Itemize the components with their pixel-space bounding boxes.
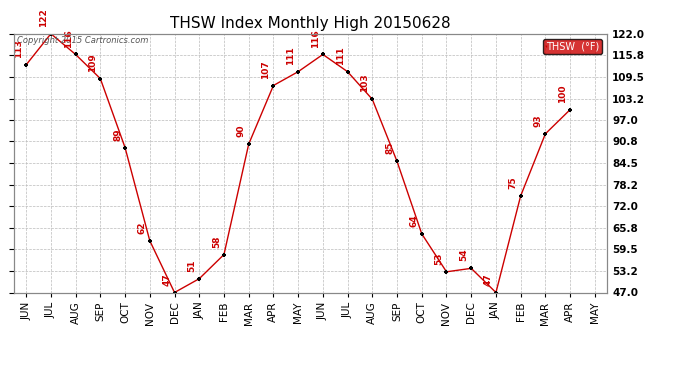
Text: 109: 109: [88, 53, 97, 72]
Point: [268, 82, 279, 88]
Point: [416, 231, 427, 237]
Point: [169, 290, 180, 296]
Text: 113: 113: [14, 39, 23, 58]
Text: 58: 58: [212, 235, 221, 248]
Text: 116: 116: [63, 29, 72, 48]
Text: 103: 103: [360, 74, 369, 92]
Point: [317, 51, 328, 57]
Point: [95, 76, 106, 82]
Text: 90: 90: [237, 125, 246, 137]
Text: 54: 54: [460, 249, 469, 261]
Text: 85: 85: [385, 142, 394, 154]
Point: [515, 193, 526, 199]
Point: [21, 62, 32, 68]
Text: 107: 107: [262, 60, 270, 79]
Text: 111: 111: [286, 46, 295, 65]
Text: 122: 122: [39, 8, 48, 27]
Text: 75: 75: [509, 176, 518, 189]
Text: 64: 64: [410, 214, 419, 227]
Point: [219, 252, 230, 258]
Point: [194, 276, 205, 282]
Point: [144, 238, 155, 244]
Point: [466, 266, 477, 272]
Legend: THSW  (°F): THSW (°F): [543, 39, 602, 54]
Text: 93: 93: [533, 114, 542, 127]
Point: [540, 131, 551, 137]
Point: [293, 69, 304, 75]
Point: [564, 106, 575, 112]
Text: 100: 100: [558, 84, 567, 103]
Text: Copyright 2015 Cartronics.com: Copyright 2015 Cartronics.com: [17, 36, 148, 45]
Point: [46, 31, 57, 37]
Point: [70, 51, 81, 57]
Point: [342, 69, 353, 75]
Text: 62: 62: [138, 221, 147, 234]
Text: 47: 47: [163, 273, 172, 286]
Text: 51: 51: [187, 259, 197, 272]
Text: 89: 89: [113, 128, 122, 141]
Point: [441, 269, 452, 275]
Text: 47: 47: [484, 273, 493, 286]
Point: [491, 290, 502, 296]
Title: THSW Index Monthly High 20150628: THSW Index Monthly High 20150628: [170, 16, 451, 31]
Point: [119, 145, 130, 151]
Point: [367, 96, 378, 102]
Point: [391, 158, 402, 164]
Text: 53: 53: [435, 252, 444, 265]
Text: 111: 111: [335, 46, 345, 65]
Point: [243, 141, 254, 147]
Text: 116: 116: [311, 29, 320, 48]
